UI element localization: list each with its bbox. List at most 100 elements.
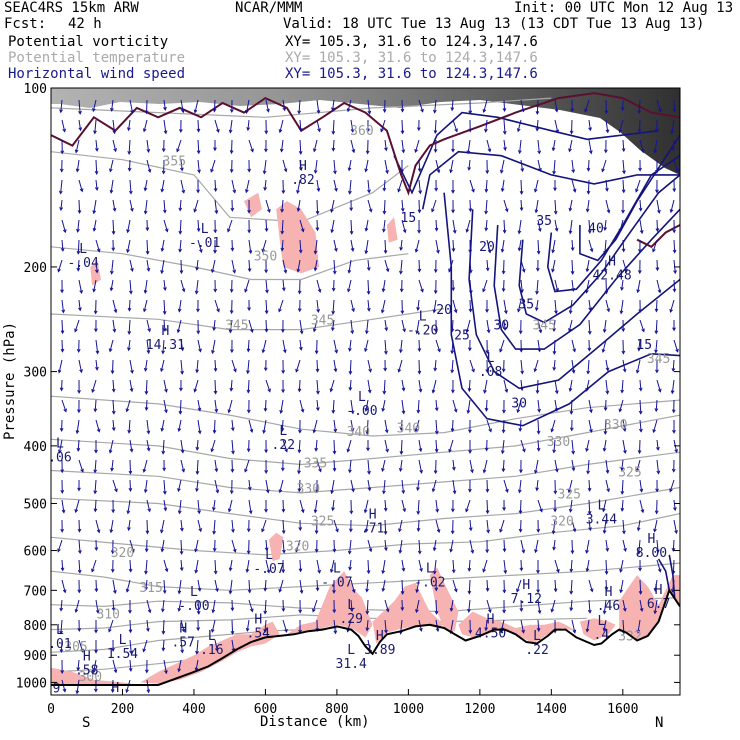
wind-vector	[417, 519, 420, 531]
wind-vector	[671, 119, 675, 134]
wind-vector-head	[470, 549, 475, 554]
wind-vector-head	[351, 589, 356, 594]
wind-vector-head	[161, 450, 166, 455]
wind-vector-head	[637, 550, 641, 555]
wind-vector	[502, 439, 505, 454]
wind-vector	[551, 599, 556, 612]
wind-vector	[588, 419, 592, 433]
wind-vector-head	[129, 650, 133, 655]
wind-vector	[127, 499, 131, 514]
wind-vector	[316, 459, 322, 472]
wind-vector	[399, 539, 403, 553]
wind-vector	[112, 119, 116, 134]
wind-vector-head	[465, 329, 470, 334]
wind-vector-head	[59, 607, 64, 612]
wind-vector-head	[109, 189, 114, 194]
wind-vector-head	[521, 268, 526, 273]
wind-vector-head	[228, 590, 233, 595]
wind-contour-label: 30	[493, 319, 509, 334]
wind-vector	[401, 139, 405, 153]
wind-vector-head	[571, 369, 576, 374]
wind-vector-head	[449, 548, 453, 553]
wind-vector	[656, 99, 662, 112]
wind-speed-contour-line	[468, 209, 680, 390]
wind-vector-head	[330, 208, 334, 214]
wind-vector-head	[280, 208, 285, 213]
wind-vector	[128, 139, 131, 154]
wind-vector	[196, 639, 199, 654]
wind-vector	[535, 539, 539, 553]
wind-vector-head	[402, 328, 406, 333]
wind-vector-head	[484, 227, 489, 232]
wind-vector-head	[60, 289, 64, 294]
wind-vector-head	[417, 229, 421, 234]
wind-vector	[603, 519, 607, 534]
wind-vector	[146, 619, 149, 632]
wind-vector	[622, 439, 626, 454]
wind-vector-head	[433, 130, 438, 135]
pv-fill-region	[386, 217, 398, 243]
wind-vector	[162, 639, 165, 651]
wind-vector-head	[161, 647, 166, 652]
wind-vector-head	[418, 190, 423, 195]
theta-contour-label: 325	[557, 487, 580, 502]
wind-vector-head	[216, 128, 220, 134]
wind-vector-head	[177, 607, 182, 612]
extremum-letter: L	[419, 310, 427, 325]
x-tick-label: 1000	[393, 702, 424, 717]
wind-contour-label: 15	[636, 338, 652, 353]
wind-vector	[621, 459, 624, 471]
wind-vector-head	[434, 407, 439, 412]
wind-vector-head	[399, 427, 404, 432]
wind-vector-head	[400, 130, 405, 135]
wind-vector-head	[278, 129, 283, 134]
wind-vector-head	[585, 387, 589, 392]
wind-vector	[231, 459, 233, 472]
wind-vector-head	[636, 629, 641, 634]
wind-vector-head	[414, 428, 419, 433]
wind-vector	[144, 359, 148, 371]
wind-vector	[196, 459, 199, 474]
wind-vector-head	[365, 150, 370, 155]
wind-vector-head	[228, 129, 233, 134]
wind-vector-head	[669, 488, 673, 493]
wind-vector-head	[263, 587, 268, 592]
wind-vector-head	[483, 389, 487, 394]
wind-vector-head	[570, 550, 575, 555]
extremum-letter: L	[358, 390, 366, 405]
wind-vector-head	[417, 370, 422, 375]
wind-vector	[146, 139, 150, 153]
wind-vector-head	[164, 388, 168, 393]
wind-vector-head	[471, 368, 475, 373]
wind-vector	[297, 259, 301, 272]
wind-vector-head	[162, 310, 167, 315]
wind-vector	[146, 439, 150, 451]
wind-vector-head	[502, 229, 507, 234]
wind-vector	[366, 579, 369, 592]
wind-vector	[554, 119, 559, 133]
wind-vector	[605, 119, 609, 133]
wind-vector-head	[415, 609, 419, 614]
wind-vector-head	[585, 568, 590, 573]
wind-vector-head	[231, 450, 235, 455]
wind-vector-head	[638, 167, 642, 172]
wind-vector-head	[178, 230, 183, 235]
wind-vector-head	[94, 629, 98, 634]
theta-contour-label: 330	[604, 418, 627, 433]
wind-vector-head	[346, 448, 351, 453]
wind-vector-head	[671, 368, 676, 373]
wind-vector-head	[453, 309, 458, 314]
wind-vector-head	[77, 390, 81, 394]
extremum-letter: L	[426, 562, 434, 577]
wind-vector-head	[261, 349, 266, 354]
wind-vector-head	[434, 227, 439, 232]
wind-vector	[639, 439, 641, 454]
wind-vector	[586, 199, 590, 212]
wind-vector-head	[125, 408, 130, 413]
wind-vector-head	[212, 530, 217, 535]
wind-vector-head	[618, 408, 623, 413]
wind-vector-head	[382, 228, 386, 233]
wind-vector-head	[534, 307, 539, 312]
wind-vector	[383, 199, 386, 214]
